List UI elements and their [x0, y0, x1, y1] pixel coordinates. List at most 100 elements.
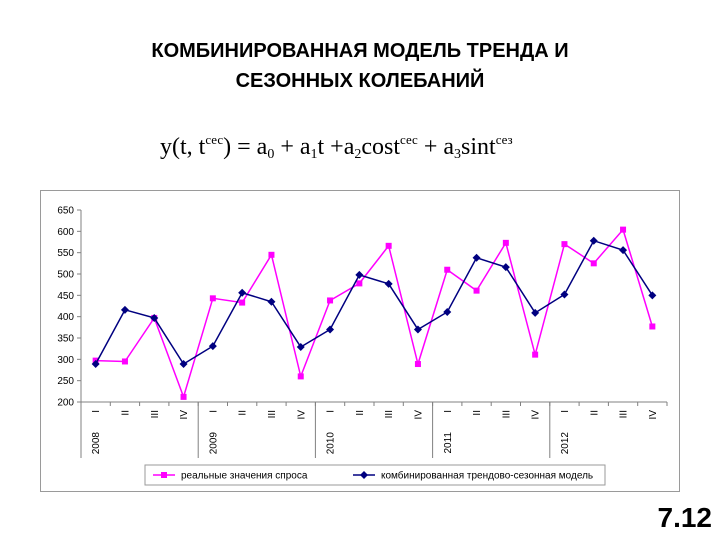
formula-part: cost	[361, 134, 401, 160]
x-tick-label: IV	[179, 410, 190, 420]
data-point	[267, 297, 276, 306]
series-1	[92, 226, 656, 400]
x-tick-label: II	[238, 410, 249, 416]
model-formula: y(t, tсес) = a0 + a1t +a2costсес + a3sin…	[160, 132, 513, 163]
data-point	[560, 290, 569, 299]
series-line	[95, 228, 654, 400]
y-tick-label: 200	[57, 398, 74, 409]
x-tick-label: IV	[531, 410, 542, 420]
data-point	[473, 287, 480, 294]
data-point	[385, 242, 392, 249]
x-tick-label: IV	[296, 410, 307, 420]
year-label: 2010	[326, 432, 337, 455]
x-tick-label: IV	[648, 410, 659, 420]
data-point	[355, 270, 364, 279]
data-point	[208, 342, 217, 351]
data-point	[532, 351, 539, 358]
data-point	[327, 297, 334, 304]
y-tick-label: 600	[57, 227, 74, 238]
formula-subscript: 2	[354, 147, 362, 162]
x-tick-label: III	[267, 410, 278, 418]
data-point	[590, 260, 597, 267]
formula-part: ) = a	[223, 134, 268, 160]
data-point	[531, 308, 540, 317]
y-tick-label: 400	[57, 312, 74, 323]
data-point	[356, 280, 363, 287]
slide-title-line-2: СЕЗОННЫХ КОЛЕБАНИЙ	[235, 70, 485, 92]
legend-marker	[161, 472, 167, 478]
y-tick-label: 650	[57, 206, 74, 217]
x-tick-label: III	[619, 410, 630, 418]
x-tick-label: I	[443, 410, 454, 413]
data-point	[150, 313, 159, 322]
data-point	[649, 323, 656, 330]
data-point	[589, 236, 598, 245]
x-tick-label: II	[355, 410, 366, 416]
x-tick-label: III	[384, 410, 395, 418]
slide-title: КОМБИНИРОВАННАЯ МОДЕЛЬ ТРЕНДА И СЕЗОННЫХ…	[60, 36, 660, 96]
data-point	[502, 239, 509, 246]
year-label: 2009	[208, 432, 219, 455]
data-point	[619, 246, 628, 255]
data-point	[384, 279, 393, 288]
data-point	[91, 360, 100, 369]
legend-label: реальные значения спроса	[181, 471, 308, 482]
formula-part: + a	[274, 134, 311, 160]
formula-superscript: сес	[400, 132, 418, 147]
chart-legend: реальные значения спроса комбинированная …	[144, 464, 606, 486]
data-point	[239, 299, 246, 306]
x-tick-label: I	[326, 410, 337, 413]
chart-frame: 200 250 300 350 400 450 500 550 600 650 I II III IV I I…	[40, 190, 680, 492]
legend-marker	[360, 471, 368, 479]
y-tick-label: 300	[57, 355, 74, 366]
x-tick-label: I	[560, 410, 571, 413]
formula-superscript: сес	[205, 132, 224, 147]
data-point	[501, 263, 510, 272]
formula-subscript: 1	[310, 147, 318, 162]
chart-series	[91, 226, 657, 400]
x-tick-label: II	[472, 410, 483, 416]
data-point	[444, 266, 451, 273]
x-tick-label: III	[150, 410, 161, 418]
year-label: 2008	[91, 432, 102, 455]
data-point	[296, 342, 305, 351]
y-tick-label: 350	[57, 334, 74, 345]
x-tick-label: I	[91, 410, 102, 413]
data-point	[179, 360, 188, 369]
data-point	[648, 291, 657, 300]
x-tick-label: II	[120, 410, 131, 416]
data-point	[443, 307, 452, 316]
slide-number: 7.12	[657, 502, 713, 533]
y-tick-label: 550	[57, 248, 74, 259]
data-point	[180, 393, 187, 400]
x-tick-label: IV	[413, 410, 424, 420]
legend-entry-2: комбинированная трендово-сезонная модель	[353, 470, 593, 482]
formula-part: + a	[417, 134, 455, 160]
y-tick-label: 250	[57, 376, 74, 387]
formula-subscript: 3	[454, 147, 462, 162]
slide-title-line-1: КОМБИНИРОВАННАЯ МОДЕЛЬ ТРЕНДА И	[151, 40, 569, 62]
series-line	[94, 239, 653, 366]
data-point	[297, 373, 304, 380]
formula-superscript: сез	[495, 132, 513, 147]
data-point	[121, 358, 128, 365]
data-point	[414, 361, 421, 368]
data-point	[561, 241, 568, 248]
y-tick-label: 450	[57, 291, 74, 302]
legend-label: комбинированная трендово-сезонная модель	[381, 470, 593, 482]
data-point	[209, 295, 216, 302]
data-point	[326, 325, 335, 334]
year-label: 2011	[443, 432, 454, 454]
data-point	[238, 288, 247, 297]
x-tick-label: I	[208, 410, 219, 413]
data-point	[620, 226, 627, 233]
x-tick-label: II	[589, 410, 600, 416]
data-point	[472, 253, 481, 262]
y-tick-label: 500	[57, 270, 74, 281]
data-point	[120, 305, 129, 314]
x-tick-label: III	[501, 410, 512, 418]
series-2	[91, 236, 657, 369]
year-label: 2012	[560, 432, 571, 455]
